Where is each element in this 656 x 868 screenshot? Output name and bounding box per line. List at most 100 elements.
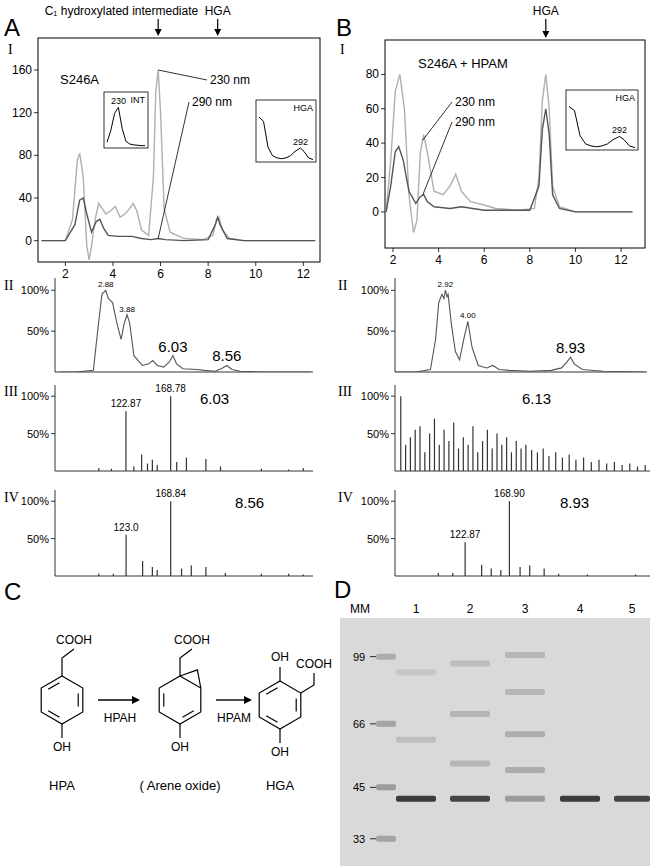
y-tick bbox=[381, 211, 385, 212]
y-tick-label: 100% bbox=[21, 390, 49, 402]
x-tick bbox=[621, 248, 622, 252]
spectrum-stick bbox=[481, 565, 482, 576]
y-tick bbox=[381, 74, 385, 75]
y-tick bbox=[391, 396, 395, 397]
inset-spectrum bbox=[107, 107, 145, 145]
row-label: I bbox=[340, 42, 345, 57]
x-axis bbox=[55, 576, 313, 577]
spectrum-stick bbox=[558, 574, 559, 576]
y-tick bbox=[34, 198, 38, 199]
gel-band bbox=[560, 796, 600, 802]
y-tick-label: 80 bbox=[366, 67, 380, 81]
y-tick-label: 20 bbox=[366, 171, 380, 185]
spectrum-stick bbox=[147, 464, 148, 471]
spectrum-stick bbox=[465, 542, 466, 576]
y-tick bbox=[391, 538, 395, 539]
series-label: 230 nm bbox=[210, 73, 250, 87]
spectrum-stick bbox=[458, 449, 459, 471]
spectrum-stick bbox=[477, 452, 478, 471]
plot-area bbox=[438, 501, 635, 576]
x-tick-label: 2 bbox=[390, 253, 397, 267]
y-tick-label: 160 bbox=[12, 63, 32, 77]
bond bbox=[180, 649, 192, 676]
inset-frame bbox=[104, 92, 148, 148]
gel-band bbox=[450, 796, 490, 802]
series-label: 290 nm bbox=[455, 115, 495, 129]
y-tick-label: 50% bbox=[27, 428, 49, 440]
spectrum-stick bbox=[288, 470, 289, 471]
reaction-arrow bbox=[216, 699, 246, 700]
spectrum-stick bbox=[635, 575, 636, 576]
spectrum-stick bbox=[637, 467, 638, 471]
x-tick-label: 12 bbox=[614, 253, 628, 267]
gel-band bbox=[614, 796, 650, 802]
spectrum-stick bbox=[491, 569, 492, 576]
gel-band bbox=[505, 731, 545, 737]
trace-line bbox=[59, 290, 311, 372]
spectrum-stick bbox=[176, 462, 177, 471]
y-axis bbox=[55, 278, 56, 372]
y-tick-label: 100% bbox=[21, 495, 49, 507]
peak-annotation: 123.0 bbox=[114, 522, 139, 533]
peak-annotation: 122.87 bbox=[450, 529, 481, 540]
group-label: OH bbox=[271, 650, 289, 664]
spectrum-stick bbox=[645, 465, 646, 471]
spectrum-stick bbox=[531, 450, 532, 471]
spectrum-stick bbox=[543, 449, 544, 471]
double-bond bbox=[266, 716, 277, 723]
inset-spectrum bbox=[569, 107, 635, 148]
spectrum-stick bbox=[492, 449, 493, 471]
spectrum-stick bbox=[438, 573, 439, 576]
y-tick bbox=[391, 290, 395, 291]
reaction-arrow bbox=[98, 699, 134, 700]
x-tick-label: 10 bbox=[249, 267, 263, 281]
y-tick-label: 100% bbox=[361, 390, 389, 402]
inset-frame bbox=[256, 100, 316, 162]
chart: II50%100%8.932.924.00 bbox=[338, 278, 647, 372]
inset-spectrum bbox=[259, 117, 313, 160]
chart-title: S246A + HPAM bbox=[418, 56, 508, 71]
spectrum-stick bbox=[496, 434, 497, 471]
inset-name: HGA bbox=[615, 93, 635, 103]
double-bond bbox=[163, 693, 164, 706]
spectrum-stick bbox=[186, 458, 187, 471]
spectrum-stick bbox=[125, 411, 126, 471]
ring bbox=[41, 676, 83, 724]
spectrum-stick bbox=[453, 422, 454, 471]
chart: IV50%100%8.93122.87168.90 bbox=[338, 488, 650, 576]
figure: ABCDI0408012016024681012230 nm290 nmC₁ h… bbox=[0, 0, 656, 868]
bond bbox=[279, 729, 280, 743]
gel-band bbox=[376, 721, 396, 727]
leader-line bbox=[423, 102, 452, 140]
peak-label: 2.88 bbox=[98, 280, 114, 289]
y-tick bbox=[381, 108, 385, 109]
x-tick-label: 8 bbox=[526, 253, 533, 267]
x-tick bbox=[160, 262, 161, 266]
spectrum-stick bbox=[463, 437, 464, 471]
series-line bbox=[42, 198, 316, 241]
spectrum-stick bbox=[141, 455, 142, 471]
bond bbox=[279, 667, 280, 681]
gel-background bbox=[340, 618, 650, 866]
y-axis bbox=[395, 278, 396, 372]
leader-line bbox=[423, 122, 452, 195]
series-label: 290 nm bbox=[192, 95, 232, 109]
y-tick-label: 50% bbox=[367, 325, 389, 337]
group-label: COOH bbox=[56, 633, 92, 647]
x-tick bbox=[255, 262, 256, 266]
y-tick-label: 100% bbox=[361, 495, 389, 507]
chart-title: 6.03 bbox=[200, 390, 229, 407]
spectrum-stick bbox=[170, 396, 171, 471]
y-tick bbox=[34, 155, 38, 156]
spectrum-stick bbox=[261, 469, 262, 471]
x-axis bbox=[55, 471, 313, 472]
y-axis bbox=[395, 385, 396, 471]
gel-band bbox=[376, 836, 396, 842]
marker-tick bbox=[370, 656, 376, 657]
double-bond bbox=[182, 711, 193, 718]
spectrum-stick bbox=[555, 452, 556, 471]
spectrum-stick bbox=[525, 445, 526, 471]
compound-name: ( Arene oxide) bbox=[140, 778, 221, 793]
spectrum-stick bbox=[472, 426, 473, 471]
spectrum-stick bbox=[133, 467, 134, 471]
